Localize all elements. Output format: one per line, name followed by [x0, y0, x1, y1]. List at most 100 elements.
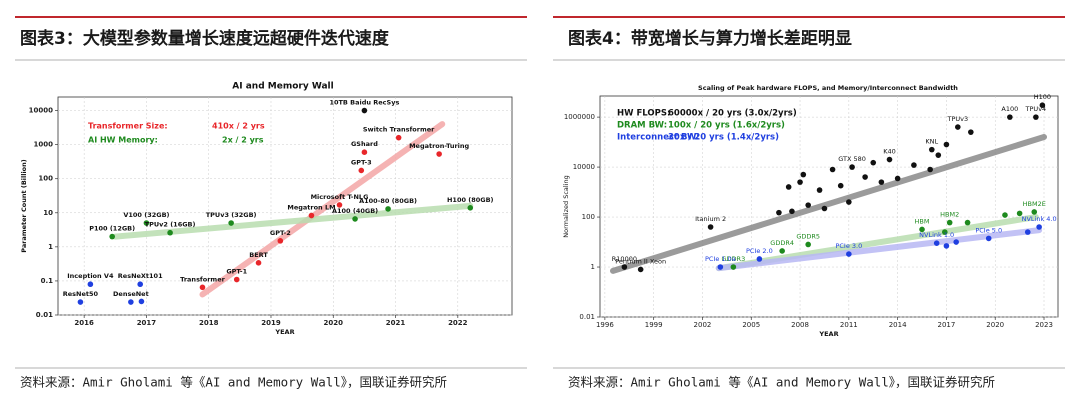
point [143, 220, 150, 226]
point [1007, 114, 1013, 120]
point [352, 216, 358, 222]
point [255, 260, 262, 266]
point [128, 299, 134, 305]
point [942, 229, 948, 235]
point-label: ResNeXt101 [118, 272, 163, 280]
point [928, 146, 935, 153]
point [805, 202, 811, 208]
point-label: Itanium 2 [695, 215, 726, 223]
point [800, 171, 807, 178]
point [385, 206, 391, 212]
point [846, 199, 852, 205]
point-label: P100 (12GB) [89, 225, 135, 233]
point [1002, 212, 1008, 218]
annotation: Transformer Size: [88, 122, 168, 131]
point-label: A100 [1001, 105, 1018, 113]
point [361, 107, 368, 114]
point [968, 129, 974, 135]
point [985, 235, 992, 242]
point-label: H100 (80GB) [447, 196, 494, 204]
point [228, 220, 234, 226]
point [821, 205, 828, 212]
x-tick-label: 2018 [199, 319, 219, 327]
point-label: 10TB Baidu RecSys [329, 99, 399, 107]
point-label: Inception V4 [67, 272, 114, 280]
point-label: PCIe 2.0 [746, 247, 773, 255]
annotation: 30x / 20 yrs (1.4x/2yrs) [668, 133, 779, 143]
y-tick-label: 0.01 [36, 311, 53, 319]
annotation: 410x / 2 yrs [212, 122, 265, 131]
point-label: DenseNet [113, 290, 149, 298]
point [911, 162, 917, 168]
y-tick-label: 10 [43, 209, 53, 217]
point-label: BERT [249, 251, 268, 259]
point [707, 224, 714, 230]
heading: 图表3：大模型参数量增长速度远超硬件迭代速度 [20, 28, 390, 49]
point-label: GPT-3 [351, 158, 372, 166]
point [927, 166, 933, 173]
point [167, 229, 173, 236]
point [336, 202, 343, 208]
point-label: GTX 580 [838, 155, 866, 163]
point [870, 159, 877, 166]
point-label: Pentium II Xeon [615, 257, 666, 265]
point-label: GPT-1 [226, 268, 247, 276]
point [849, 164, 855, 170]
point-label: GShard [351, 140, 378, 148]
point-label: GDDR3 [722, 255, 746, 263]
y-tick-label: 1000000 [564, 113, 595, 121]
point [358, 167, 365, 174]
point [621, 264, 628, 270]
annotation: Interconnect BW: [617, 133, 700, 143]
point [862, 174, 868, 180]
point-label: A100-80 (80GB) [359, 197, 417, 205]
annotation: 2x / 2 yrs [222, 136, 264, 145]
point [797, 179, 803, 185]
point [837, 182, 844, 189]
point [805, 241, 811, 248]
x-tick-label: 2014 [889, 321, 907, 329]
point [789, 208, 795, 215]
point [943, 243, 950, 249]
point [308, 212, 315, 219]
point-label: PCIe 1.0a [705, 255, 736, 263]
point-label: ResNet50 [63, 290, 99, 298]
point [894, 175, 901, 182]
x-axis-label: YEAR [818, 330, 838, 338]
y-tick-label: 10000 [29, 107, 53, 115]
point [943, 141, 950, 148]
point [138, 298, 145, 305]
y-axis-label: Parameter Count (Billion) [20, 159, 28, 253]
x-tick-label: 2019 [261, 319, 281, 327]
y-tick-label: 10000 [573, 163, 595, 171]
point-label: A100 (40GB) [332, 207, 378, 215]
point [277, 238, 284, 244]
annotation: 100x / 20 yrs (1.6x/2yrs) [668, 121, 785, 131]
point [717, 264, 724, 270]
y-axis-label: Normalized Scaling [562, 175, 570, 237]
point [233, 276, 240, 283]
annotation: DRAM BW: [617, 121, 667, 131]
point [964, 219, 971, 226]
point-label: PCIe 3.0 [835, 242, 862, 250]
point [935, 152, 942, 158]
y-tick-label: 100 [582, 213, 595, 221]
x-tick-label: 2011 [840, 321, 858, 329]
annotation: AI HW Memory: [88, 136, 158, 145]
trend-line [199, 121, 446, 298]
point [1039, 102, 1046, 108]
point-label: K40 [883, 148, 896, 156]
point-label: KNL [925, 138, 938, 146]
y-tick-label: 1 [591, 263, 595, 271]
x-tick-label: 2017 [938, 321, 956, 329]
x-tick-label: 2021 [386, 319, 406, 327]
point-label: PCIe 5.0 [975, 226, 1002, 234]
x-tick-label: 2016 [74, 319, 94, 327]
point [109, 233, 115, 240]
point [785, 184, 792, 190]
point-label: V100 (32GB) [123, 211, 169, 219]
point-label: GDDR5 [796, 232, 820, 240]
y-tick-label: 100 [38, 175, 53, 183]
point [1031, 209, 1038, 215]
